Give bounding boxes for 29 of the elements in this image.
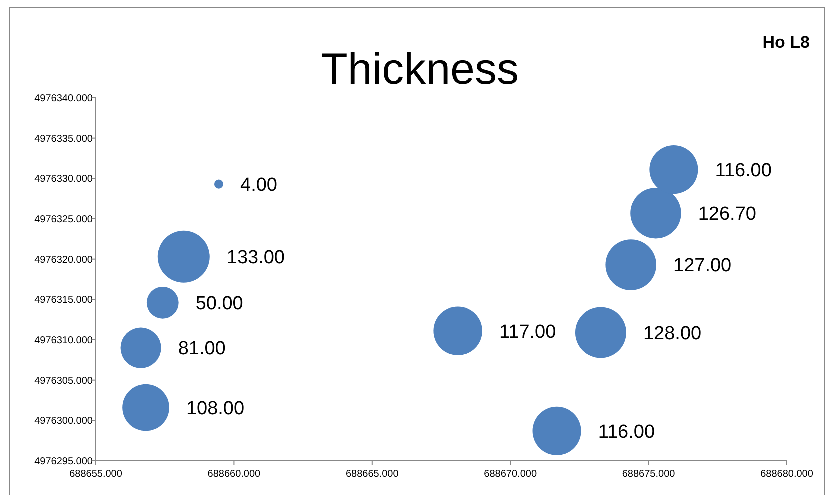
y-tick-label: 4976315.000: [34, 295, 94, 306]
x-tick-label: 688670.000: [484, 469, 538, 480]
data-label: 127.00: [674, 256, 732, 277]
x-tick-label: 688665.000: [346, 469, 400, 480]
data-label: 117.00: [499, 322, 556, 343]
y-tick-label: 4976325.000: [34, 214, 94, 226]
x-tick-label: 688655.000: [70, 469, 123, 480]
data-label: 108.00: [186, 398, 245, 420]
data-label: 116.00: [598, 422, 656, 443]
data-label: 116.00: [715, 160, 772, 182]
text: Ho L8: [762, 33, 810, 52]
x-tick-label: 688660.000: [208, 469, 262, 480]
chart-title: Thickness: [320, 45, 520, 94]
x-tick-label: 688675.000: [622, 469, 676, 480]
x-tick-label: 688680.000: [760, 469, 814, 480]
data-label: 133.00: [226, 248, 286, 269]
data-label: 126.70: [698, 204, 756, 226]
y-tick-label: 4976295.000: [34, 456, 94, 468]
data-label: 4.00: [240, 174, 278, 196]
y-tick-label: 4976320.000: [34, 254, 94, 266]
y-tick-label: 4976340.000: [34, 94, 94, 104]
y-tick-label: 4976305.000: [34, 376, 94, 387]
y-tick-label: 4976330.000: [34, 174, 94, 186]
y-tick-label: 4976335.000: [34, 134, 94, 145]
y-tick-label: 4976300.000: [34, 416, 94, 428]
y-tick-label: 4976310.000: [34, 336, 94, 346]
data-label: 81.00: [178, 338, 226, 360]
data-label: 128.00: [643, 323, 702, 344]
data-label: 50.00: [196, 294, 244, 315]
